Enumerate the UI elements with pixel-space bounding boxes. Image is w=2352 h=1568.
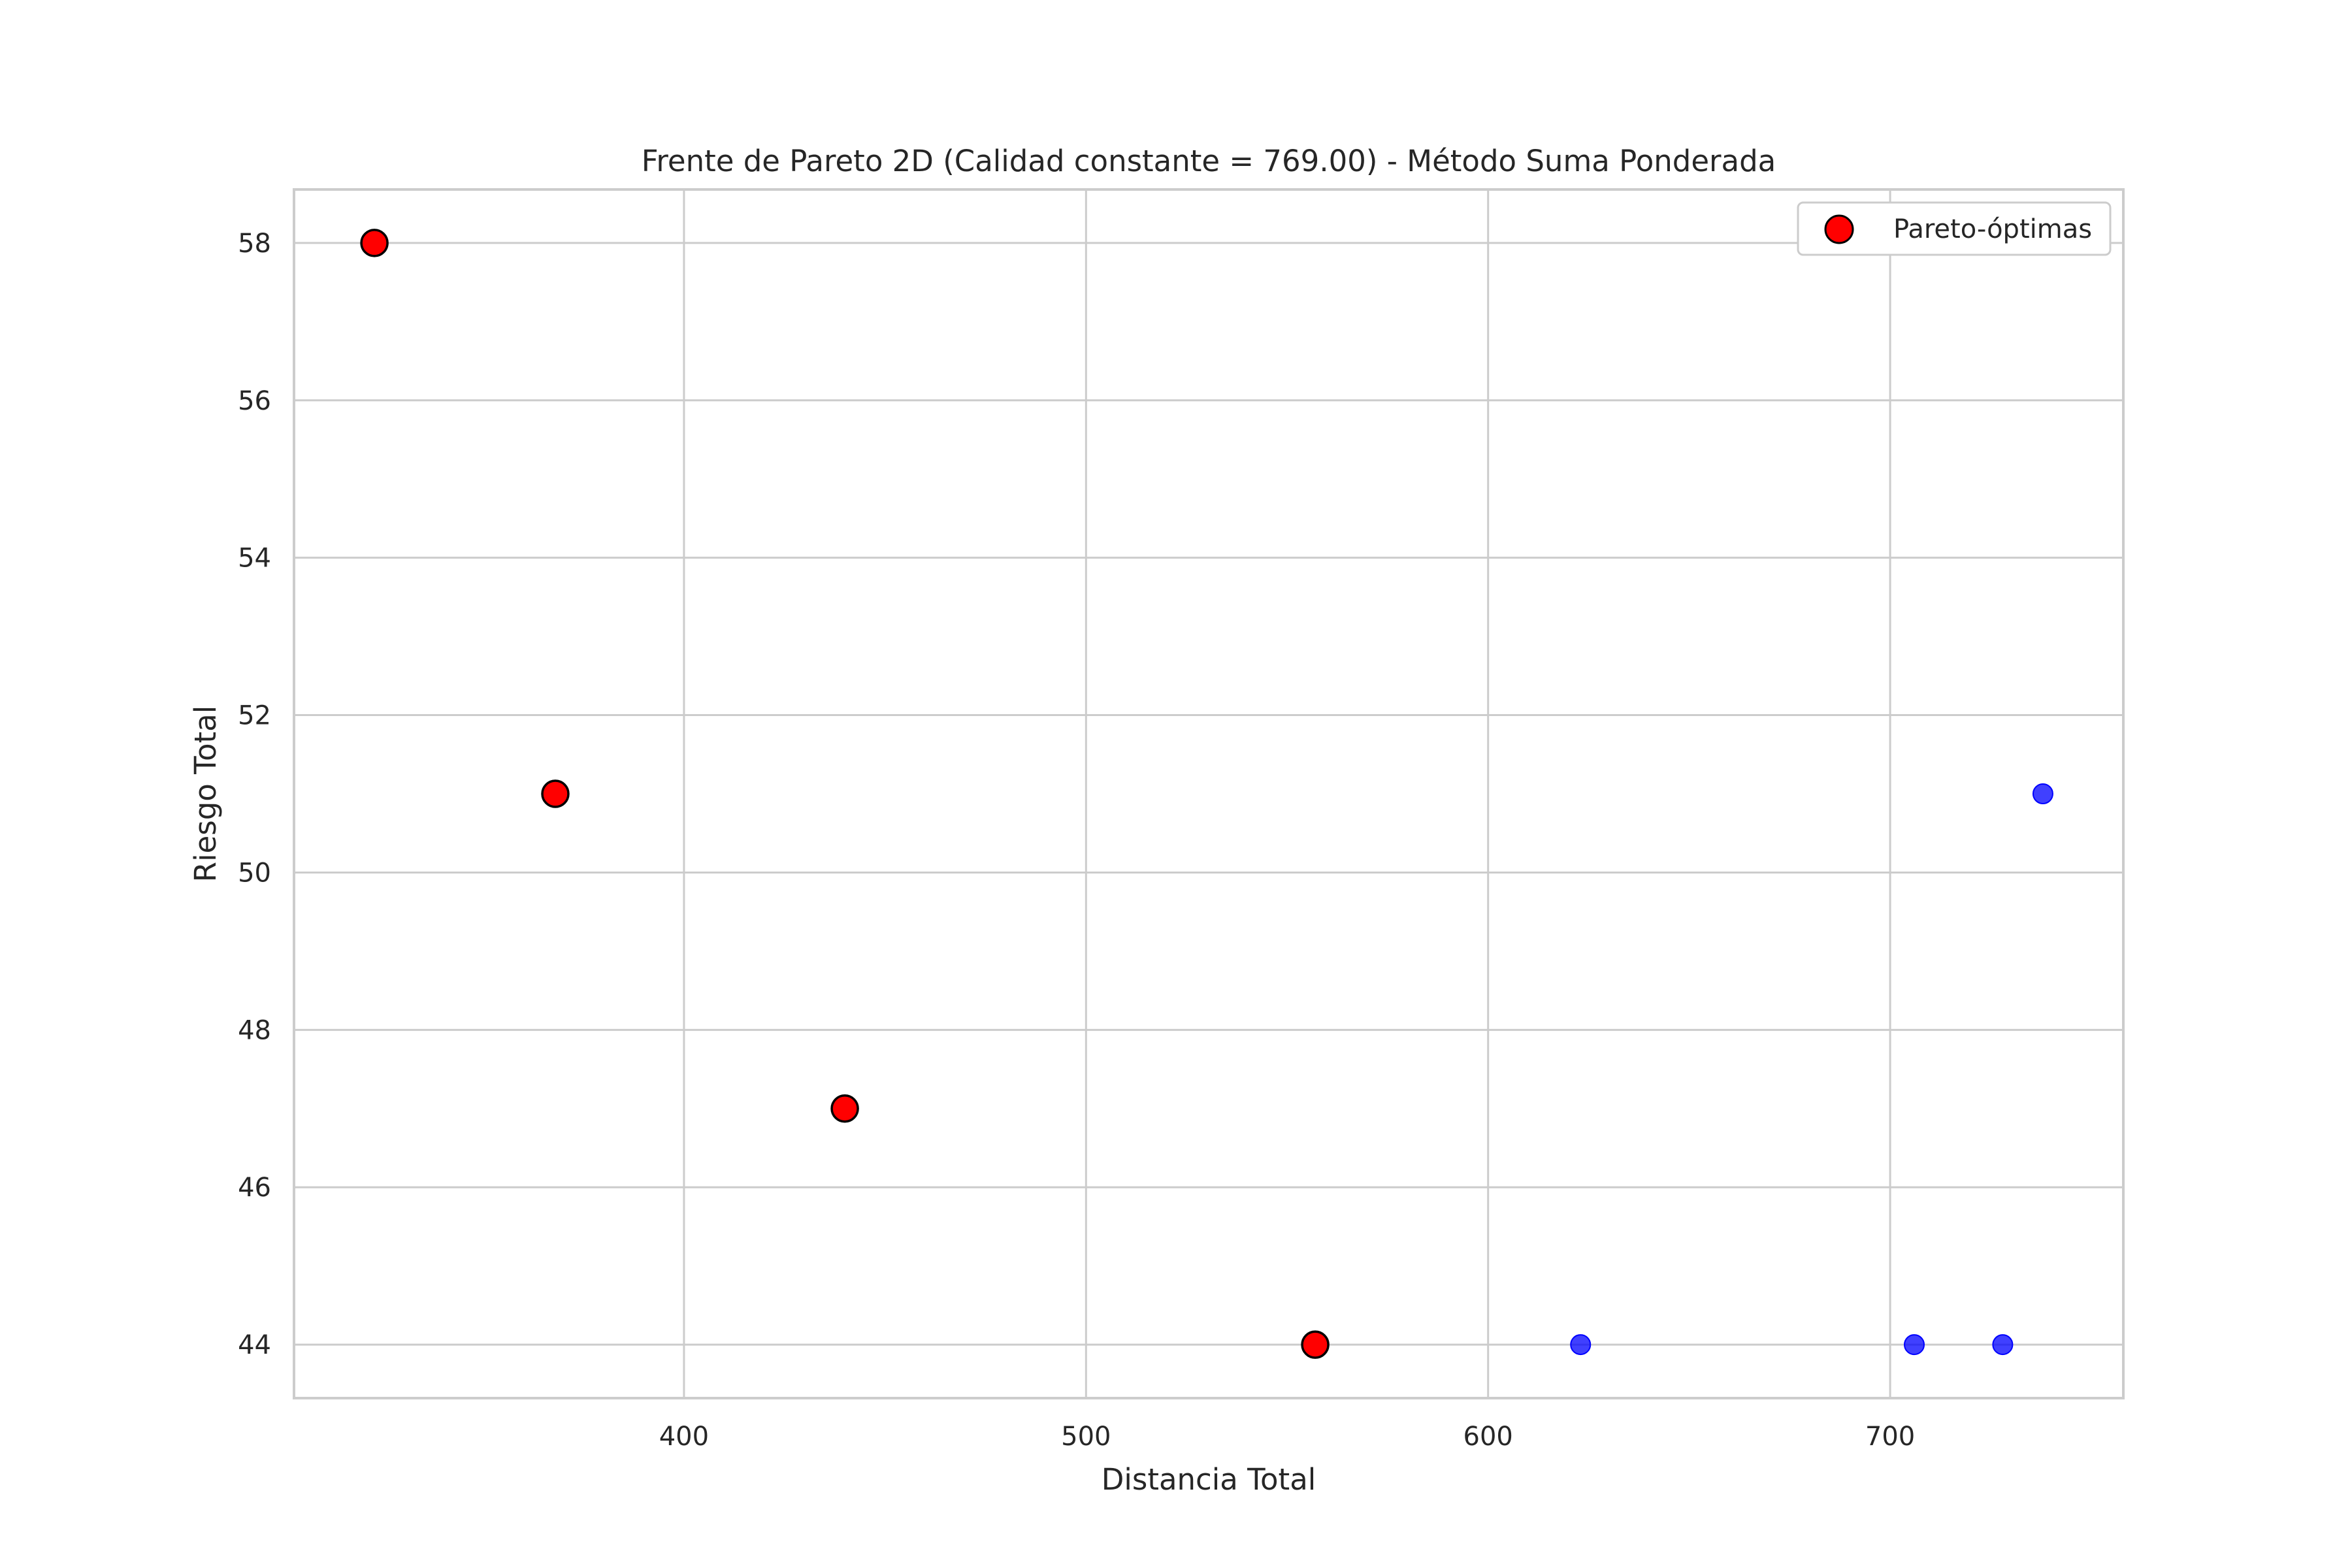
y-tick-label: 54 [238, 544, 271, 574]
x-tick-label: 400 [659, 1422, 709, 1452]
dominated-point [1904, 1334, 1925, 1356]
data-points [360, 229, 2053, 1359]
y-tick-label: 44 [238, 1330, 271, 1360]
x-axis-ticks: 400 500 600 700 [659, 1422, 1916, 1452]
dominated-point [1570, 1334, 1592, 1356]
legend: Pareto-óptimas [1797, 201, 2112, 256]
y-tick-label: 52 [238, 701, 271, 731]
y-tick-label: 50 [238, 858, 271, 888]
y-tick-label: 56 [238, 386, 271, 416]
dominated-point [2032, 783, 2053, 804]
y-tick-label: 46 [238, 1173, 271, 1203]
legend-label-pareto: Pareto-óptimas [1893, 214, 2092, 244]
dominated-point [1992, 1334, 2014, 1356]
legend-marker-pareto [1824, 214, 1854, 244]
pareto-point [1301, 1330, 1330, 1359]
chart-title: Frente de Pareto 2D (Calidad constante =… [642, 144, 1776, 178]
legend-box [1797, 201, 2112, 256]
x-tick-label: 700 [1865, 1422, 1915, 1452]
grid [294, 189, 2123, 1398]
plot-frame [293, 188, 2125, 1399]
x-tick-label: 500 [1061, 1422, 1111, 1452]
y-tick-label: 48 [238, 1015, 271, 1045]
pareto-point [360, 229, 389, 257]
y-axis-label: Riesgo Total [188, 706, 223, 882]
x-axis-label: Distancia Total [1102, 1462, 1316, 1497]
pareto-point [830, 1094, 859, 1123]
x-tick-label: 600 [1463, 1422, 1513, 1452]
pareto-point [541, 779, 570, 808]
y-axis-ticks: 44 46 48 50 52 54 56 58 [238, 229, 271, 1360]
y-tick-label: 58 [238, 229, 271, 259]
